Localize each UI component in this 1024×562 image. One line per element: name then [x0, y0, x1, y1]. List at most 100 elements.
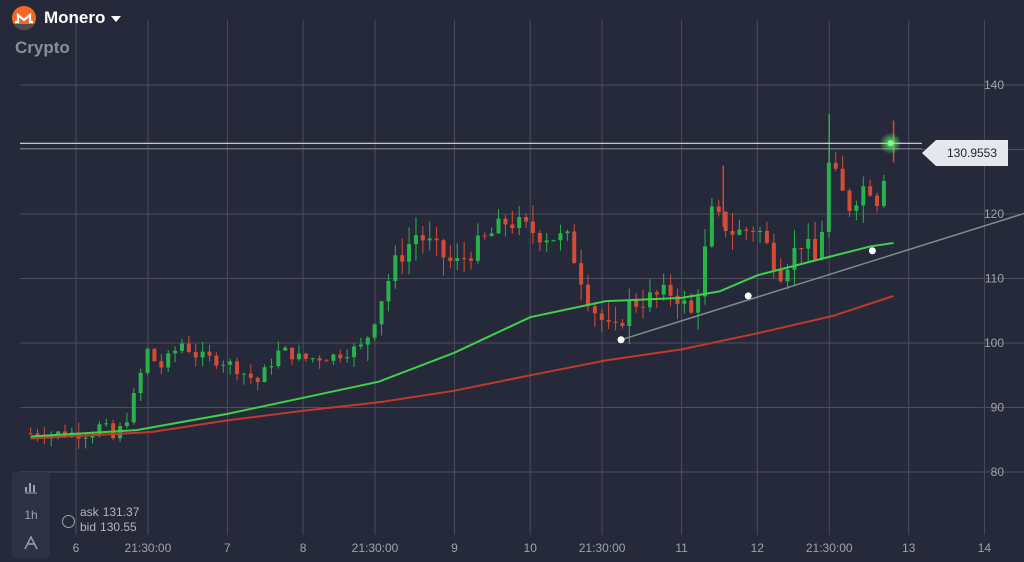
candle [173, 346, 178, 363]
candle-body [35, 433, 40, 437]
candle [744, 226, 749, 240]
candle-body [537, 233, 542, 243]
candle-body [489, 233, 494, 237]
trend-point-marker [617, 336, 625, 344]
fast-moving-average-line [30, 242, 894, 438]
candle-body [214, 355, 219, 366]
candle [296, 344, 301, 361]
candle [104, 418, 109, 427]
candle-body [331, 354, 336, 361]
candle [558, 224, 563, 251]
monero-logo-icon [12, 6, 36, 30]
candle [372, 323, 377, 342]
candle-body [847, 190, 852, 211]
y-tick-label: 100 [984, 336, 1004, 350]
candle [751, 226, 756, 242]
candle-body [668, 284, 673, 296]
candle-body [572, 231, 577, 264]
candle [441, 238, 446, 276]
candle [530, 204, 535, 244]
candle-body [730, 231, 735, 235]
candle-body [819, 231, 824, 260]
candle [764, 221, 769, 245]
candle [166, 349, 171, 373]
candle-body [228, 361, 233, 365]
chart-type-icon[interactable] [12, 474, 50, 500]
candle [283, 345, 288, 351]
candle-body [758, 230, 763, 233]
candle-body [283, 347, 288, 351]
candle [276, 341, 281, 369]
candle [475, 223, 480, 264]
candle [186, 335, 191, 354]
asset-header[interactable]: Monero [12, 6, 122, 30]
current-price-label: 130.9553 [946, 146, 998, 160]
candle-body [482, 235, 487, 237]
candle-body [179, 343, 184, 351]
candle [696, 289, 701, 330]
candle [448, 245, 453, 269]
timeframe-button[interactable]: 1h [24, 508, 38, 522]
candle-body [235, 361, 240, 375]
candle-body [551, 240, 556, 242]
candle-body [241, 373, 246, 375]
candle-body [806, 238, 811, 249]
candle-body [310, 358, 315, 360]
candle [118, 422, 123, 442]
candle [455, 243, 460, 271]
candle [379, 300, 384, 336]
candle-body [675, 295, 680, 304]
candle [317, 355, 322, 369]
candle-body [682, 300, 687, 304]
candle-body [744, 229, 749, 231]
candle [510, 210, 515, 234]
candle-body [764, 230, 769, 243]
candle-body [358, 344, 363, 347]
candle-body [840, 168, 845, 191]
x-tick-label: 9 [451, 541, 458, 555]
candle-body [372, 324, 377, 338]
candle-body [696, 296, 701, 313]
x-tick-label: 7 [224, 541, 231, 555]
y-tick-label: 90 [991, 401, 1005, 415]
candle [269, 358, 274, 375]
candle [868, 179, 873, 198]
candle-body [751, 230, 756, 233]
current-price-tag: 130.9553 [922, 138, 1008, 168]
candle [331, 353, 336, 366]
candle-body [592, 306, 597, 314]
candle [758, 226, 763, 243]
candle-body [558, 233, 563, 241]
candle-body [83, 437, 88, 439]
chevron-down-icon[interactable] [111, 16, 122, 22]
candle-body [613, 321, 618, 323]
candle-body [524, 217, 529, 222]
candle [682, 290, 687, 314]
candle [634, 292, 639, 313]
candle-body [434, 238, 439, 241]
candle-body [544, 240, 549, 243]
candle-body [579, 263, 584, 285]
candle [28, 427, 33, 435]
candle [345, 349, 350, 363]
candle [861, 176, 866, 223]
candle [599, 309, 604, 332]
candle [854, 200, 859, 221]
candle-body [620, 322, 625, 327]
candle [352, 343, 357, 367]
candle [847, 188, 852, 217]
candle [200, 341, 205, 367]
candle-body [90, 435, 95, 438]
indicators-icon[interactable] [12, 530, 50, 556]
candle [358, 337, 363, 350]
candle-body [661, 284, 666, 295]
candle [730, 212, 735, 250]
candle [620, 319, 625, 329]
candle-body [379, 301, 384, 325]
candle [235, 357, 240, 381]
asset-name[interactable]: Monero [44, 8, 106, 27]
candle [641, 289, 646, 319]
candle [262, 364, 267, 383]
candle-body [654, 292, 659, 295]
